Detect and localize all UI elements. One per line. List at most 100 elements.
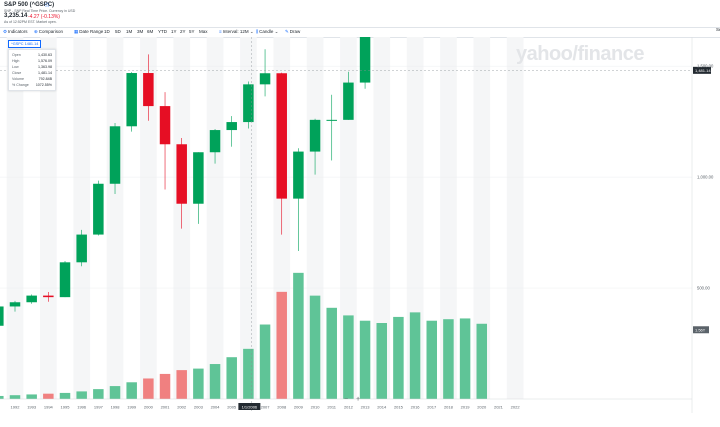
crosshair: 1,481.14 − +: [0, 37, 711, 413]
candle-body: [193, 152, 204, 204]
info-row-open: Open 1,430.63: [12, 53, 52, 57]
volume-bar: [176, 370, 187, 399]
year-band: [40, 37, 57, 399]
range-2y[interactable]: 2Y: [180, 29, 186, 34]
crosshair-y-label: 1,481.14: [695, 68, 711, 73]
volume-bar: [159, 373, 171, 399]
year-band: [140, 37, 157, 399]
range-1m[interactable]: 1M: [126, 29, 133, 34]
symbol-title: S&P 500 (^GSPC): [4, 2, 55, 8]
x-tick-label: 2011: [327, 405, 336, 410]
chevron-down-icon: ⌄: [273, 29, 279, 34]
comparison-button[interactable]: ⊕Comparison: [34, 29, 63, 35]
volume-bar: [76, 391, 87, 399]
interval-button[interactable]: ≡Interval: 12M ⌄: [219, 29, 254, 35]
candle-body: [276, 73, 287, 199]
candle-body: [326, 119, 337, 121]
candle-body: [126, 73, 137, 127]
ohlc-info-box: Open 1,430.63 High 1,576.09 Low 1,363.98 Cl…: [8, 49, 56, 91]
candle-body: [243, 84, 254, 123]
candle-body: [76, 234, 87, 263]
x-tick-label: 2012: [344, 405, 354, 410]
volume-bar: [293, 272, 304, 399]
x-tick-label: 2004: [211, 405, 221, 410]
price-change: -4.27 (-0.13%): [28, 14, 60, 20]
year-band: [506, 37, 524, 399]
volume-bar: [9, 395, 21, 399]
range-ytd[interactable]: YTD: [158, 29, 167, 34]
market-status: As of 12:52PM EST. Market open.: [4, 20, 57, 24]
x-tick-label: 2005: [227, 405, 237, 410]
symbol-tag[interactable]: ^GSPC 1481.14: [8, 40, 42, 48]
x-axis: 1992 1993 1994 1995 1996 1997 1998 1999 2000 2001…: [0, 398, 692, 410]
candles: [0, 37, 371, 326]
settings-button[interactable]: Se: [716, 27, 720, 32]
candle-body: [176, 144, 187, 204]
interval-icon: ≡: [219, 29, 222, 34]
range-max[interactable]: Max: [199, 29, 208, 34]
volume-bar: [0, 395, 4, 399]
x-tick-label: 2020: [477, 405, 487, 410]
x-tick-label: 2021: [494, 405, 504, 410]
range-6m[interactable]: 6M: [147, 29, 154, 34]
range-3m[interactable]: 3M: [137, 29, 144, 34]
volume-bar: [126, 382, 137, 399]
range-1d[interactable]: 1D: [104, 29, 110, 34]
x-tick-label: 2019: [461, 405, 471, 410]
range-5d[interactable]: 5D: [115, 29, 121, 34]
volume-tag: [693, 326, 709, 334]
volume-bar: [193, 368, 204, 399]
x-tick-label: 2002: [177, 405, 187, 410]
range-5y[interactable]: 5Y: [189, 29, 195, 34]
volume-bars: [0, 272, 488, 399]
zoom-out-icon: −: [344, 396, 348, 403]
x-tick-label: 1992: [11, 405, 21, 410]
range-1y[interactable]: 1Y: [171, 29, 177, 34]
calendar-icon: ▦: [74, 29, 79, 34]
date-range-label: Date Range: [79, 29, 104, 34]
chevron-down-icon: ⌄: [248, 29, 254, 34]
x-tick-label: 2009: [294, 405, 304, 410]
draw-button[interactable]: ✎Draw: [285, 29, 300, 35]
volume-bar: [376, 323, 387, 399]
draw-label: Draw: [289, 29, 301, 34]
volume-bar: [476, 323, 488, 399]
volume-bar: [59, 392, 71, 399]
year-band: [73, 37, 91, 399]
x-tick-label: 2017: [427, 405, 437, 410]
quote-subtitle: SNP - SNP Real Time Price. Currency in U…: [4, 9, 76, 13]
year-band: [406, 37, 424, 399]
chart-type-button[interactable]: ⫼Candle ⌄: [256, 29, 278, 35]
x-tick-label: 2000: [144, 405, 154, 410]
x-tick-label: 1997: [94, 405, 104, 410]
x-tick-label: 2008: [277, 405, 287, 410]
volume-bar: [443, 319, 454, 399]
x-tick-label: 1994: [44, 405, 54, 410]
date-range-button[interactable]: ▦Date Range: [74, 29, 103, 35]
x-crosshair-label: 1/1/2006: [242, 405, 258, 410]
chart-type-label: Candle: [259, 29, 274, 34]
volume-bar: [259, 324, 271, 399]
indicators-button[interactable]: ⚙Indicators: [3, 29, 28, 35]
candle-body: [209, 130, 221, 153]
y-tick-label: 500.00: [697, 286, 710, 291]
star-icon[interactable]: ☆: [44, 2, 51, 9]
volume-bar: [343, 315, 354, 399]
x-tick-label: 2015: [394, 405, 404, 410]
candle-body: [259, 73, 271, 85]
volume-bar: [143, 378, 154, 399]
x-tick-label: 1999: [127, 405, 137, 410]
candle-body: [143, 73, 154, 107]
x-tick-label: 2022: [511, 405, 521, 410]
volume-bar: [326, 307, 337, 399]
volume-bar: [309, 295, 321, 399]
volume-bar: [459, 318, 471, 399]
year-band: [106, 37, 124, 399]
pencil-icon: ✎: [285, 29, 289, 34]
volume-bar: [26, 394, 37, 399]
info-row-high: High 1,576.09: [12, 59, 52, 63]
candlestick-chart[interactable]: 1,481.14−+ 500.001,000.001,500.002,000.0…: [0, 37, 720, 427]
candle-body: [43, 295, 54, 298]
volume-bar: [276, 291, 287, 399]
volume-bar: [426, 320, 437, 399]
